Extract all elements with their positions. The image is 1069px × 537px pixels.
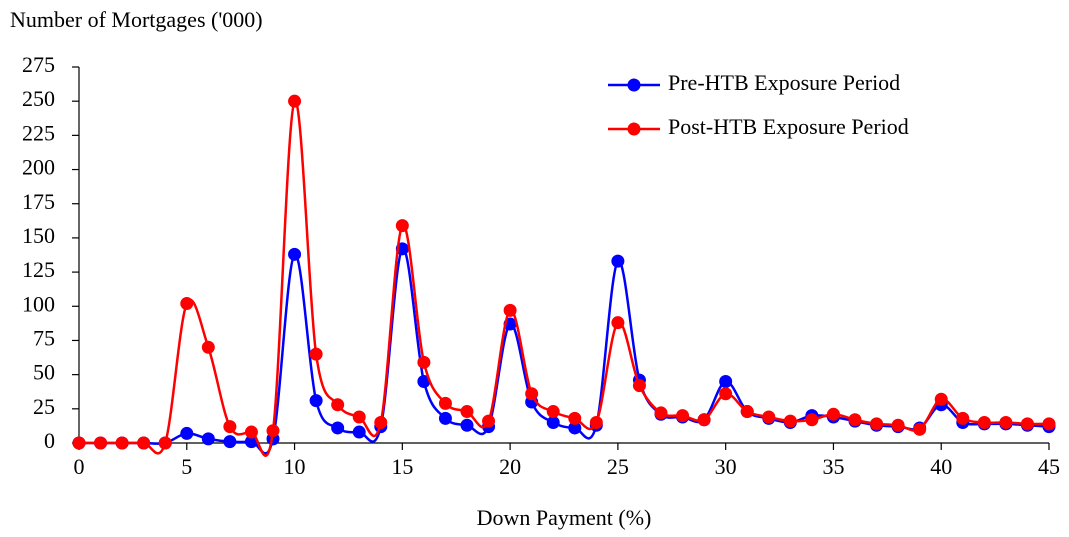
point [632, 379, 646, 393]
x-tick-label: 20 [499, 454, 521, 479]
legend-label: Pre-HTB Exposure Period [668, 70, 900, 95]
point [546, 415, 560, 429]
point [94, 436, 108, 450]
point [180, 297, 194, 311]
y-tick-label: 50 [33, 360, 55, 385]
point [719, 374, 733, 388]
legend-label: Post-HTB Exposure Period [668, 114, 909, 139]
point [740, 405, 754, 419]
point [460, 418, 474, 432]
x-tick-label: 30 [715, 454, 737, 479]
point [848, 413, 862, 427]
point [525, 387, 539, 401]
y-tick-label: 275 [22, 52, 55, 77]
point [568, 421, 582, 435]
point [611, 316, 625, 330]
point [999, 415, 1013, 429]
point [719, 387, 733, 401]
y-tick-label: 150 [22, 223, 55, 248]
point [266, 424, 280, 438]
point [244, 435, 258, 449]
x-axis-title: Down Payment (%) [477, 505, 652, 530]
point [438, 396, 452, 410]
y-tick-label: 0 [44, 428, 55, 453]
point [934, 392, 948, 406]
point [395, 219, 409, 233]
y-tick-label: 125 [22, 257, 55, 282]
y-tick-label: 200 [22, 155, 55, 180]
point [956, 411, 970, 425]
point [72, 436, 86, 450]
x-tick-label: 15 [391, 454, 413, 479]
point [417, 355, 431, 369]
x-tick-label: 40 [930, 454, 952, 479]
x-tick-label: 5 [181, 454, 192, 479]
point [438, 411, 452, 425]
point [546, 405, 560, 419]
point [288, 247, 302, 261]
point [697, 413, 711, 427]
point [977, 415, 991, 429]
point [611, 254, 625, 268]
y-tick-label: 25 [33, 394, 55, 419]
point [201, 432, 215, 446]
point [352, 425, 366, 439]
point [158, 436, 172, 450]
point [460, 405, 474, 419]
x-tick-label: 45 [1038, 454, 1060, 479]
point [331, 421, 345, 435]
point [826, 407, 840, 421]
point [417, 374, 431, 388]
point [244, 425, 258, 439]
point [870, 417, 884, 431]
point [331, 398, 345, 412]
point [676, 409, 690, 423]
point [891, 418, 905, 432]
y-tick-label: 75 [33, 326, 55, 351]
point [352, 410, 366, 424]
point [568, 411, 582, 425]
x-tick-label: 0 [74, 454, 85, 479]
point [503, 303, 517, 317]
y-tick-label: 225 [22, 120, 55, 145]
x-tick-label: 10 [284, 454, 306, 479]
point [374, 415, 388, 429]
point [913, 422, 927, 436]
point [1020, 417, 1034, 431]
point [805, 413, 819, 427]
y-tick-label: 175 [22, 189, 55, 214]
point [288, 94, 302, 108]
point [654, 406, 668, 420]
point [482, 414, 496, 428]
x-tick-label: 35 [822, 454, 844, 479]
point [180, 426, 194, 440]
point [309, 394, 323, 408]
y-axis-title: Number of Mortgages ('000) [10, 7, 263, 32]
y-tick-label: 100 [22, 291, 55, 316]
legend-marker [627, 122, 641, 136]
series-line [79, 99, 1050, 457]
point [115, 436, 129, 450]
y-tick-label: 250 [22, 86, 55, 111]
x-tick-label: 25 [607, 454, 629, 479]
point [1042, 417, 1056, 431]
point [223, 420, 237, 434]
point [762, 410, 776, 424]
legend-marker [627, 78, 641, 92]
point [309, 347, 323, 361]
point [783, 414, 797, 428]
point [223, 435, 237, 449]
point [589, 415, 603, 429]
point [201, 340, 215, 354]
point [137, 436, 151, 450]
